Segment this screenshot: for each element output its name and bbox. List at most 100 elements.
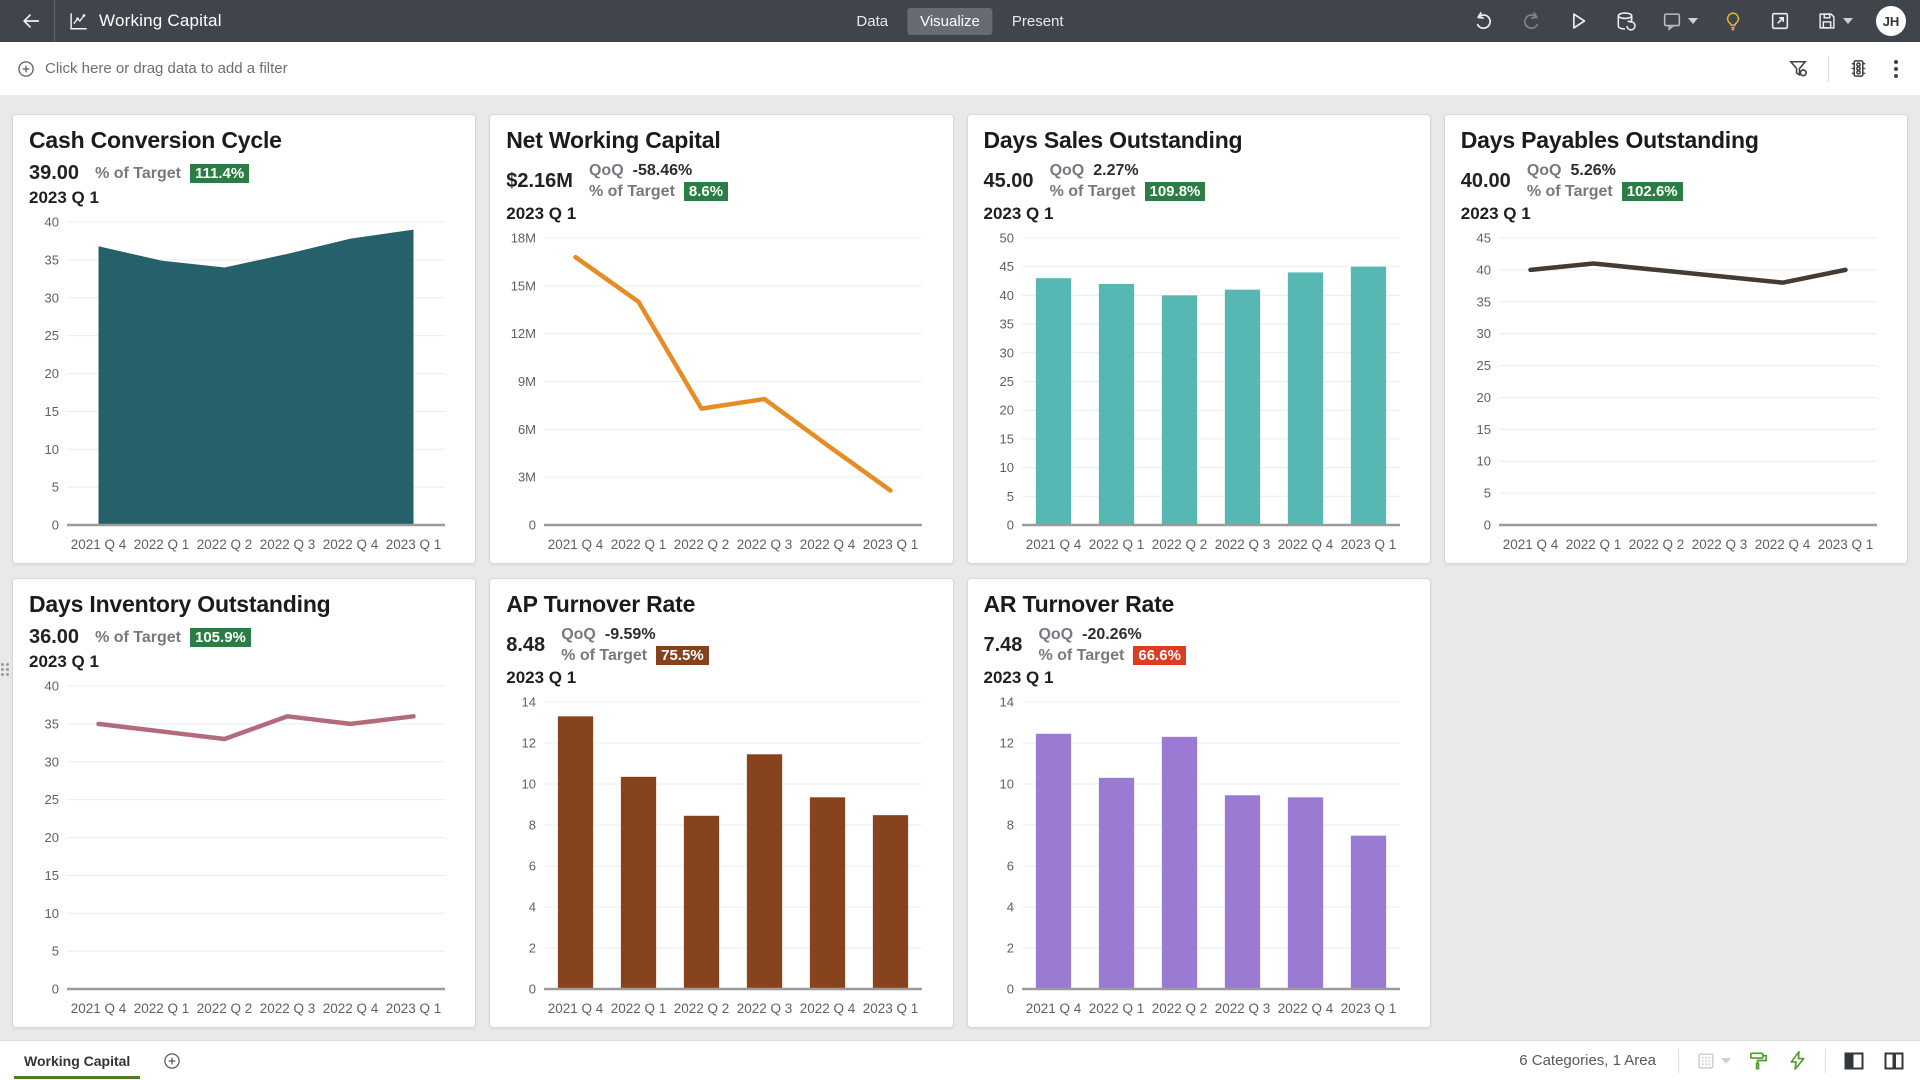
- back-arrow-icon: [23, 14, 40, 28]
- chart-bar[interactable]: 0 2 4 6 8 10 12 14 2021 Q 4 2022 Q 1 2022 Q 2 2022 …: [504, 690, 938, 1021]
- target-label: % of Target: [1049, 182, 1136, 200]
- target-line: % of Target 75.5%: [561, 646, 709, 665]
- redo-icon[interactable]: [1519, 9, 1543, 33]
- svg-text:20: 20: [45, 830, 59, 845]
- svg-text:2022 Q 2: 2022 Q 2: [674, 537, 730, 552]
- canvas-resize-grip[interactable]: [1, 663, 9, 676]
- svg-text:2023 Q 1: 2023 Q 1: [386, 537, 442, 552]
- card-title: Days Payables Outstanding: [1460, 127, 1759, 153]
- add-canvas-button[interactable]: [162, 1051, 182, 1071]
- svg-text:10: 10: [45, 906, 59, 921]
- svg-text:2021 Q 4: 2021 Q 4: [71, 1001, 127, 1016]
- svg-text:0: 0: [1006, 518, 1013, 533]
- target-line: % of Target 109.8%: [1050, 182, 1206, 201]
- svg-text:40: 40: [999, 288, 1013, 303]
- kpi-card-ar-turnover-rate[interactable]: AR Turnover Rate 7.48 QoQ -20.26% % of Targe…: [966, 578, 1431, 1028]
- caret-down-icon: [1842, 18, 1853, 24]
- kpi-card-ap-turnover-rate[interactable]: AP Turnover Rate 8.48 QoQ -9.59% % of Target…: [489, 578, 954, 1028]
- kpi-stats: QoQ 2.27% % of Target 109.8%: [1050, 162, 1206, 201]
- chart-svg[interactable]: 0 2 4 6 8 10 12 14 2021 Q 4 2022 Q 1 2022 Q 2 2022 …: [982, 690, 1416, 1021]
- page-title: Working Capital: [99, 11, 222, 30]
- svg-text:2022 Q 1: 2022 Q 1: [1565, 537, 1621, 552]
- filter-icon[interactable]: [1787, 57, 1810, 80]
- undo-icon[interactable]: [1472, 9, 1496, 33]
- insights-bulb-icon[interactable]: [1721, 9, 1745, 33]
- canvas-tab-working-capital[interactable]: Working Capital: [14, 1043, 141, 1079]
- svg-text:45: 45: [999, 259, 1013, 274]
- play-icon[interactable]: [1566, 9, 1590, 33]
- svg-text:30: 30: [45, 290, 59, 305]
- top-bar: Working Capital Data Visualize Present: [0, 0, 1920, 42]
- kpi-card-days-payables-outstanding[interactable]: Days Payables Outstanding 40.00 QoQ 5.26% % …: [1443, 114, 1908, 564]
- svg-text:2023 Q 1: 2023 Q 1: [1340, 537, 1396, 552]
- back-button[interactable]: [14, 0, 48, 42]
- tab-visualize[interactable]: Visualize: [907, 7, 993, 35]
- svg-text:10: 10: [45, 442, 59, 457]
- more-options-icon[interactable]: [1888, 57, 1904, 81]
- svg-text:2022 Q 4: 2022 Q 4: [1277, 1001, 1333, 1016]
- kpi-period: 2023 Q 1: [506, 668, 577, 687]
- svg-text:40: 40: [45, 679, 59, 694]
- kpi-value: 7.48: [983, 634, 1023, 656]
- kpi-stats: QoQ -58.46% % of Target 8.6%: [589, 162, 729, 201]
- kpi-value: $2.16M: [506, 170, 573, 192]
- svg-text:2: 2: [1006, 941, 1013, 956]
- svg-text:2022 Q 4: 2022 Q 4: [1277, 537, 1333, 552]
- qoq-label: QoQ: [1526, 162, 1562, 179]
- chart-bar[interactable]: 0 5 10 15 20 25 30 35 40 45 50 2021 Q 4 2022 Q 1 2022…: [982, 226, 1416, 557]
- visualization-settings-icon[interactable]: [1847, 57, 1870, 80]
- kpi-stats: QoQ -9.59% % of Target 75.5%: [561, 626, 709, 665]
- kpi-card-cash-conversion-cycle[interactable]: Cash Conversion Cycle 39.00 % of Target 111…: [12, 114, 477, 564]
- tab-data[interactable]: Data: [856, 12, 889, 30]
- chart-svg[interactable]: 0 3M 6M 9M 12M 15M 18M 2021 Q 4 2022 Q 1 2022 Q 2…: [504, 226, 938, 557]
- svg-text:2021 Q 4: 2021 Q 4: [548, 537, 604, 552]
- svg-text:2022 Q 3: 2022 Q 3: [260, 1001, 316, 1016]
- open-in-window-icon[interactable]: [1768, 9, 1792, 33]
- qoq-value: -58.46%: [632, 162, 693, 179]
- grid-layout-icon[interactable]: [1695, 1050, 1731, 1072]
- save-icon[interactable]: [1815, 9, 1853, 33]
- kpi-row: 45.00 QoQ 2.27% % of Target 109.8%: [984, 162, 1416, 201]
- panel-split-icon[interactable]: [1882, 1049, 1906, 1073]
- svg-text:2022 Q 2: 2022 Q 2: [197, 1001, 253, 1016]
- chart-svg[interactable]: 0 5 10 15 20 25 30 35 40 45 2021 Q 4 2022 Q 1 2022 Q…: [1459, 226, 1893, 557]
- svg-text:6M: 6M: [518, 422, 536, 437]
- svg-text:30: 30: [45, 754, 59, 769]
- chart-area[interactable]: 0 5 10 15 20 25 30 35 40 2021 Q 4 2022 Q 1 2022 Q 2…: [27, 210, 461, 557]
- kpi-card-net-working-capital[interactable]: Net Working Capital $2.16M QoQ -58.46% % of …: [489, 114, 954, 564]
- panel-left-icon[interactable]: [1842, 1049, 1866, 1073]
- kpi-card-days-sales-outstanding[interactable]: Days Sales Outstanding 45.00 QoQ 2.27% % of …: [966, 114, 1431, 564]
- avatar[interactable]: JH: [1876, 6, 1906, 36]
- chart-line[interactable]: 0 3M 6M 9M 12M 15M 18M 2021 Q 4 2022 Q 1 2022 Q 2…: [504, 226, 938, 557]
- svg-text:12: 12: [522, 736, 536, 751]
- chart-line[interactable]: 0 5 10 15 20 25 30 35 40 45 2021 Q 4 2022 Q 1 2022 Q…: [1459, 226, 1893, 557]
- lightning-icon[interactable]: [1786, 1049, 1809, 1072]
- chart-svg[interactable]: 0 5 10 15 20 25 30 35 40 2021 Q 4 2022 Q 1 2022 Q 2…: [27, 210, 461, 557]
- refresh-data-icon[interactable]: [1613, 9, 1637, 33]
- svg-text:5: 5: [52, 944, 59, 959]
- svg-text:5: 5: [1006, 489, 1013, 504]
- qoq-value: -20.26%: [1082, 626, 1142, 643]
- add-filter-target[interactable]: Click here or drag data to add a filter: [16, 59, 288, 79]
- qoq-line: QoQ -20.26%: [1038, 626, 1185, 644]
- svg-text:2023 Q 1: 2023 Q 1: [1340, 1001, 1396, 1016]
- kpi-row: 39.00 % of Target 111.4%: [29, 162, 461, 185]
- target-line: % of Target 102.6%: [1527, 182, 1683, 201]
- kpi-row: 36.00 % of Target 105.9%: [29, 626, 461, 649]
- chart-bar[interactable]: 0 2 4 6 8 10 12 14 2021 Q 4 2022 Q 1 2022 Q 2 2022 …: [982, 690, 1416, 1021]
- svg-text:20: 20: [1476, 390, 1490, 405]
- svg-text:25: 25: [45, 792, 59, 807]
- card-title: Net Working Capital: [506, 127, 721, 153]
- chart-svg[interactable]: 0 5 10 15 20 25 30 35 40 45 50 2021 Q 4 2022 Q 1 2022…: [982, 226, 1416, 557]
- paint-roller-icon[interactable]: [1747, 1049, 1770, 1072]
- comment-icon[interactable]: [1660, 9, 1698, 33]
- svg-text:4: 4: [1006, 900, 1013, 915]
- kpi-value: 40.00: [1460, 170, 1511, 192]
- chart-svg[interactable]: 0 2 4 6 8 10 12 14 2021 Q 4 2022 Q 1 2022 Q 2 2022 …: [504, 690, 938, 1021]
- canvas-tab-bar: Working Capital 6 Categories, 1 Area: [0, 1040, 1920, 1080]
- kpi-stats: % of Target 105.9%: [95, 628, 251, 647]
- tab-present[interactable]: Present: [1011, 12, 1064, 30]
- chart-svg[interactable]: 0 5 10 15 20 25 30 35 40 2021 Q 4 2022 Q 1 2022 Q 2…: [27, 674, 461, 1021]
- chart-line[interactable]: 0 5 10 15 20 25 30 35 40 2021 Q 4 2022 Q 1 2022 Q 2…: [27, 674, 461, 1021]
- kpi-card-days-inventory-outstanding[interactable]: Days Inventory Outstanding 36.00 % of Targ…: [12, 578, 477, 1028]
